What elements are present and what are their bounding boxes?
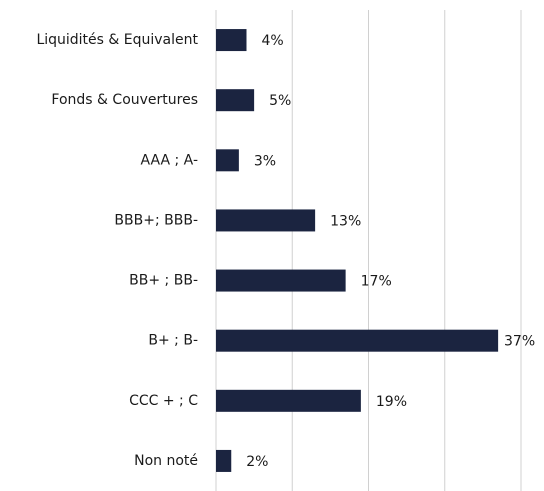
y-tick-label: Liquidités & Equivalent [36,32,198,48]
bar [216,389,361,412]
y-tick-label: Fonds & Couvertures [51,92,198,108]
y-tick-label: BB+ ; BB- [129,273,198,289]
bar [216,449,232,472]
data-label: 4% [262,33,284,49]
data-label: 2% [246,454,268,470]
data-label: 5% [269,93,291,109]
data-label: 17% [361,274,392,290]
y-tick-label: CCC + ; C [129,393,198,409]
y-tick-label: B+ ; B- [148,333,198,349]
data-label: 3% [254,153,276,169]
bar [216,329,499,352]
bar [216,89,255,112]
y-tick-label: Non noté [134,453,198,469]
bar [216,269,346,292]
data-label: 19% [376,394,407,410]
bar [216,29,247,52]
bar [216,149,239,172]
bar [216,209,316,232]
data-label: 13% [330,213,361,229]
data-label: 37% [504,334,535,350]
y-tick-label: BBB+; BBB- [114,212,198,228]
y-tick-label: AAA ; A- [141,152,198,168]
